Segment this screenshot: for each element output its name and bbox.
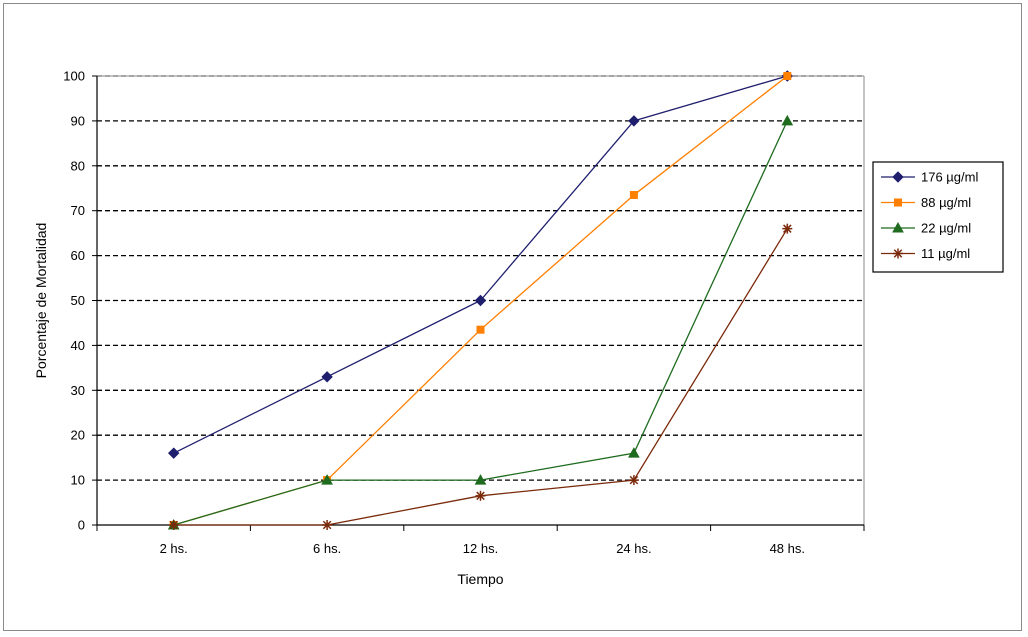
data-point bbox=[167, 447, 180, 459]
data-point bbox=[474, 294, 487, 307]
y-tick-label: 20 bbox=[71, 428, 85, 443]
data-point bbox=[321, 474, 333, 485]
y-tick-label: 100 bbox=[63, 69, 85, 84]
y-tick-labels: 0 10 20 30 40 50 60 70 80 90 100 bbox=[63, 69, 85, 533]
data-point bbox=[783, 72, 792, 80]
x-axis-title: Tiempo bbox=[457, 571, 503, 587]
star-stroke bbox=[629, 475, 639, 485]
grid-lines bbox=[97, 75, 864, 481]
y-tick-label: 40 bbox=[71, 338, 85, 353]
data-point bbox=[628, 475, 639, 486]
legend-marker bbox=[893, 248, 903, 259]
series-line bbox=[173, 120, 788, 526]
star-stroke bbox=[476, 491, 485, 501]
x-tick-labels: 2 hs. 6 hs. 12 hs. 24 hs. 48 hs. bbox=[160, 541, 805, 556]
legend-marker bbox=[892, 221, 904, 233]
data-point bbox=[475, 490, 486, 501]
data-point bbox=[322, 520, 333, 530]
data-point bbox=[628, 115, 640, 127]
data-point bbox=[474, 474, 487, 485]
x-tick-label: 48 hs. bbox=[770, 541, 805, 556]
y-tick-label: 50 bbox=[71, 293, 85, 308]
legend-label: 88 µg/ml bbox=[921, 195, 971, 210]
data-point bbox=[476, 325, 485, 334]
series-layer bbox=[167, 70, 794, 530]
star-stroke bbox=[783, 224, 792, 233]
legend-label: 11 µg/ml bbox=[921, 246, 970, 261]
data-point bbox=[781, 114, 794, 126]
y-axis-title: Porcentaje de Mortalidad bbox=[33, 223, 49, 379]
legend-label: 22 µg/ml bbox=[921, 221, 971, 236]
y-tick-label: 80 bbox=[71, 158, 85, 173]
x-tick-label: 2 hs. bbox=[160, 541, 188, 556]
data-point bbox=[629, 190, 638, 199]
legend-label: 176 µg/ml bbox=[921, 170, 978, 185]
y-tick-label: 10 bbox=[71, 473, 85, 488]
y-tick-label: 90 bbox=[71, 113, 85, 128]
star-stroke bbox=[169, 520, 178, 530]
star-stroke bbox=[893, 249, 903, 258]
data-point bbox=[628, 447, 640, 458]
legend: 176 µg/ml 88 µg/ml 22 µg/ml 11 µg/ml bbox=[872, 161, 1004, 273]
x-tick-label: 12 hs. bbox=[463, 541, 498, 556]
data-point bbox=[782, 223, 793, 234]
series-line bbox=[173, 75, 788, 454]
x-tick-label: 24 hs. bbox=[616, 541, 651, 556]
legend-marker bbox=[892, 171, 904, 183]
star-stroke bbox=[322, 520, 332, 530]
y-tick-label: 0 bbox=[78, 518, 85, 533]
y-tick-label: 30 bbox=[71, 383, 85, 398]
y-tick-label: 70 bbox=[71, 203, 85, 218]
legend-marker bbox=[894, 198, 902, 207]
data-point bbox=[168, 520, 179, 530]
x-tick-label: 6 hs. bbox=[313, 541, 341, 556]
y-tick-label: 60 bbox=[71, 248, 85, 263]
axes bbox=[92, 75, 865, 531]
data-point bbox=[321, 371, 333, 383]
